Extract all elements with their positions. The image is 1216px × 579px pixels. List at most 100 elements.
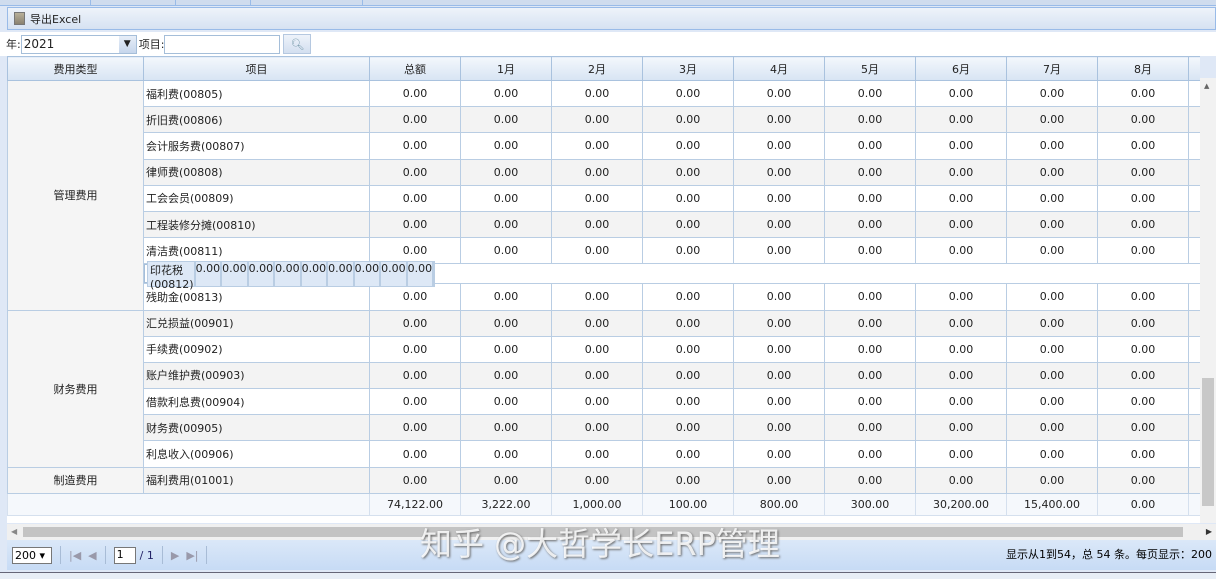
scroll-up-icon[interactable]: ▲: [1204, 82, 1210, 90]
amount-cell: 0.00: [551, 132, 643, 160]
amount-cell: 0.00: [1097, 440, 1189, 468]
amount-cell: 0.00: [1097, 210, 1189, 239]
table-row[interactable]: 折旧费(00806) 0.00 0.00 0.00 0.00 0.00 0.00 0.00 0.…: [8, 106, 1200, 134]
column-header[interactable]: 5月: [824, 56, 916, 81]
vertical-scrollbar[interactable]: ▲: [1200, 78, 1216, 523]
amount-cell: 0.00: [1097, 237, 1189, 265]
amount-cell: 0.00: [642, 184, 734, 212]
column-header[interactable]: 总额: [369, 56, 461, 81]
amount-cell: 0.00: [733, 440, 825, 468]
table-row[interactable]: 手续费(00902) 0.00 0.00 0.00 0.00 0.00 0.00 0.00 0.…: [8, 335, 1200, 363]
prev-page-icon[interactable]: ◀: [88, 548, 97, 562]
column-header[interactable]: 3月: [642, 56, 734, 81]
scroll-left-icon[interactable]: ◀: [11, 527, 18, 536]
table-row[interactable]: 管理费用 福利费(00805) 0.00 0.00 0.00 0.00 0.00 0.00 0.…: [7, 79, 1200, 311]
item-cell: 折旧费(00806): [143, 106, 370, 134]
amount-cell: 0.00: [1097, 361, 1189, 390]
amount-cell: 0.00: [824, 440, 916, 468]
scrollbar-thumb[interactable]: [1202, 378, 1214, 506]
item-input[interactable]: [164, 34, 281, 54]
toolbar: 导出Excel: [7, 7, 1216, 30]
column-header[interactable]: 项目: [143, 56, 370, 81]
page-size-select[interactable]: 200 ▾: [12, 546, 52, 564]
amount-cell: 0.00: [460, 335, 552, 363]
export-excel-button[interactable]: 导出Excel: [14, 11, 81, 27]
table-row[interactable]: 会计服务费(00807) 0.00 0.00 0.00 0.00 0.00 0.00 0.00…: [8, 132, 1200, 160]
amount-cell: 0.00: [915, 309, 1007, 337]
amount-cell: 0.00: [551, 158, 643, 186]
amount-cell: 0.00: [460, 361, 552, 390]
column-header[interactable]: 6月: [915, 56, 1007, 81]
item-cell: 财务费(00905): [143, 414, 370, 442]
amount-cell: 0.00: [642, 361, 734, 390]
year-select[interactable]: 2021 ▼: [20, 34, 137, 54]
table-row[interactable]: 财务费用 汇兑损益(00901) 0.00 0.00 0.00 0.00 0.00 0.00 0…: [7, 309, 1200, 468]
amount-cell: 0.00: [915, 440, 1007, 468]
column-header[interactable]: 费用类型: [7, 56, 144, 81]
table-row[interactable]: 利息收入(00906) 0.00 0.00 0.00 0.00 0.00 0.00 0.00 0…: [8, 440, 1200, 468]
search-icon: 🔍︎: [290, 37, 305, 51]
amount-cell: 0.00: [1097, 309, 1189, 337]
table-row[interactable]: 工会会员(00809) 0.00 0.00 0.00 0.00 0.00 0.00 0.00 0…: [8, 184, 1200, 212]
amount-cell: 0.00: [642, 158, 734, 186]
amount-cell: 0.00: [824, 466, 916, 494]
column-header[interactable]: 8月: [1097, 56, 1189, 81]
amount-cell: 0.00: [551, 361, 643, 390]
filler-cell: [433, 260, 436, 287]
scrollbar-thumb[interactable]: [23, 527, 1183, 537]
horizontal-scrollbar[interactable]: ◀ ▶: [7, 524, 1216, 540]
table-row[interactable]: 工程装修分摊(00810) 0.00 0.00 0.00 0.00 0.00 0.00 0.0…: [8, 210, 1200, 239]
amount-cell: 0.00: [733, 466, 825, 494]
table-row[interactable]: 印花税(00812) 0.00 0.00 0.00 0.00 0.00 0.00 0.00 0.…: [144, 260, 436, 291]
amount-cell: 0.00: [369, 309, 461, 337]
item-label: 项目:: [138, 38, 165, 51]
amount-cell: 0.00: [642, 440, 734, 468]
chevron-down-icon[interactable]: ▼: [118, 35, 136, 53]
filler-cell: [1188, 335, 1200, 363]
divider: [161, 546, 163, 564]
page-input[interactable]: 1: [113, 546, 136, 564]
column-header[interactable]: 1月: [460, 56, 552, 81]
table-row[interactable]: 制造费用 福利费用(01001) 0.00 0.00 0.00 0.00 0.00 0.00 0…: [7, 466, 1200, 494]
amount-cell: 0.00: [551, 237, 643, 265]
amount-cell: 0.00: [915, 335, 1007, 363]
amount-cell: 0.00: [369, 132, 461, 160]
top-tab-strip[interactable]: [0, 0, 1216, 6]
table-row[interactable]: 借款利息费(00904) 0.00 0.00 0.00 0.00 0.00 0.00 0.00…: [8, 388, 1200, 416]
search-button[interactable]: 🔍︎: [283, 34, 312, 54]
amount-cell: 0.00: [247, 260, 275, 287]
table-row[interactable]: 残助金(00813) 0.00 0.00 0.00 0.00 0.00 0.00 0.00 0.…: [8, 283, 1200, 311]
next-page-icon[interactable]: ▶: [170, 548, 180, 562]
amount-cell: 0.00: [1097, 414, 1189, 442]
amount-cell: 0.00: [369, 335, 461, 363]
amount-cell: 0.00: [369, 283, 461, 311]
table-row[interactable]: 清洁费(00811) 0.00 0.00 0.00 0.00 0.00 0.00 0.00 0.…: [8, 237, 1200, 265]
first-page-icon[interactable]: |◀: [69, 548, 82, 562]
column-header[interactable]: 2月: [551, 56, 643, 81]
amount-cell: 0.00: [1097, 335, 1189, 363]
item-cell: 账户维护费(00903): [143, 361, 370, 390]
table-row[interactable]: 财务费(00905) 0.00 0.00 0.00 0.00 0.00 0.00 0.00 0.…: [8, 414, 1200, 442]
column-header[interactable]: 7月: [1006, 56, 1098, 81]
filler-cell: [1188, 414, 1200, 442]
bottom-tab-strip[interactable]: [0, 572, 1216, 579]
amount-cell: 0.00: [733, 388, 825, 416]
column-header[interactable]: 4月: [733, 56, 825, 81]
amount-cell: 0.00: [1097, 388, 1189, 416]
table-row[interactable]: 律师费(00808) 0.00 0.00 0.00 0.00 0.00 0.00 0.00 0.…: [8, 158, 1200, 186]
pager-info: 显示从1到54，总 54 条。每页显示：200: [1006, 548, 1212, 561]
divider: [206, 546, 208, 564]
amount-cell: 0.00: [733, 210, 825, 239]
last-page-icon[interactable]: ▶|: [186, 548, 199, 562]
amount-cell: 0.00: [824, 237, 916, 265]
amount-cell: 0.00: [369, 361, 461, 390]
total-pages: / 1: [139, 548, 154, 562]
table-row[interactable]: 账户维护费(00903) 0.00 0.00 0.00 0.00 0.00 0.00 0.00…: [8, 361, 1200, 390]
amount-cell: 0.00: [1006, 210, 1098, 239]
scroll-right-icon[interactable]: ▶: [1205, 527, 1212, 536]
amount-cell: 0.00: [369, 210, 461, 239]
amount-cell: 0.00: [551, 210, 643, 239]
amount-cell: 0.00: [642, 79, 734, 108]
amount-cell: 0.00: [551, 388, 643, 416]
amount-cell: 0.00: [642, 466, 734, 494]
